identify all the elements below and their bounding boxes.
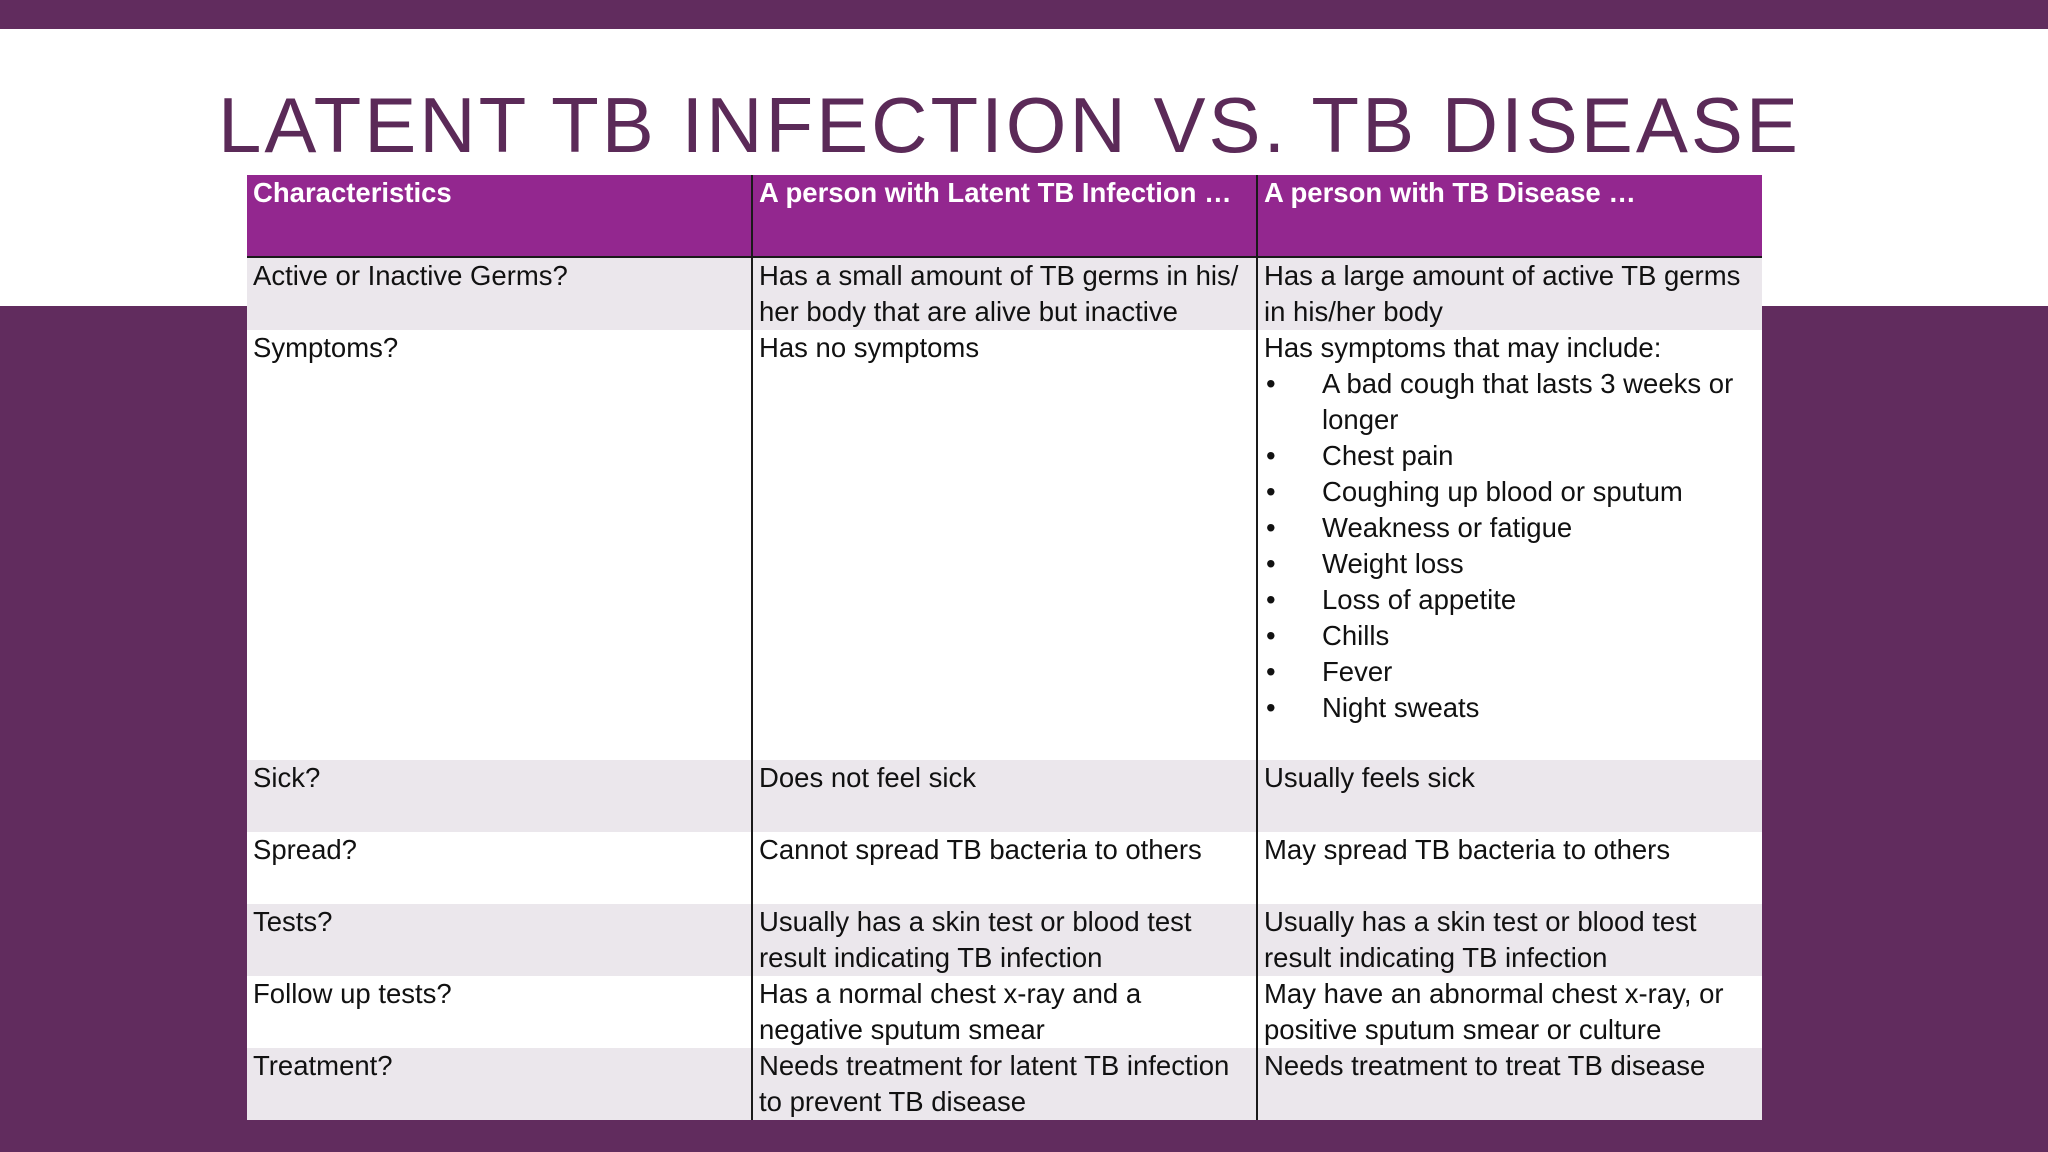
header-latent-infection: A person with Latent TB Infection … [751,175,1257,258]
table-row: Active or Inactive Germs? Has a small am… [247,257,1762,330]
bullet-icon: • [1266,584,1276,615]
symptom-text: Chills [1322,620,1390,651]
list-item: • Weakness or fatigue [1264,510,1756,546]
disease-cell: Needs treatment to treat TB disease [1256,1048,1762,1120]
symptom-text: Fever [1322,656,1393,687]
list-item: • Chest pain [1264,438,1756,474]
bullet-icon: • [1266,548,1276,579]
row-label: Follow up tests? [247,976,752,1048]
bullet-icon: • [1266,476,1276,507]
bullet-icon: • [1266,512,1276,543]
latent-cell: Has a small amount of TB germs in his/ h… [751,257,1257,330]
row-label: Active or Inactive Germs? [247,257,752,330]
bullet-icon: • [1266,620,1276,651]
latent-cell: Does not feel sick [751,760,1257,832]
slide-title: LATENT TB INFECTION VS. TB DISEASE [218,81,1801,169]
table-row: Sick? Does not feel sick Usually feels s… [247,760,1762,832]
latent-cell: Cannot spread TB bacteria to others [751,832,1257,904]
disease-cell: May have an abnormal chest x-ray, or pos… [1256,976,1762,1048]
table-row: Spread? Cannot spread TB bacteria to oth… [247,832,1762,904]
bullet-icon: • [1266,692,1276,723]
table-row: Follow up tests? Has a normal chest x-ra… [247,976,1762,1048]
latent-cell: Usually has a skin test or blood test re… [751,904,1257,976]
symptom-list: • A bad cough that lasts 3 weeks or longe… [1264,366,1756,726]
list-item: • Chills [1264,618,1756,654]
table-row: Symptoms? Has no symptoms Has symptoms t… [247,330,1762,760]
table-row: Treatment? Needs treatment for latent TB… [247,1048,1762,1120]
row-label: Symptoms? [247,330,752,760]
symptom-text: Loss of appetite [1322,584,1517,615]
table-row: Tests? Usually has a skin test or blood … [247,904,1762,976]
symptom-text: Night sweats [1322,692,1480,723]
latent-cell: Needs treatment for latent TB infection … [751,1048,1257,1120]
symptom-text: Weight loss [1322,548,1464,579]
disease-cell: Usually has a skin test or blood test re… [1256,904,1762,976]
symptom-text: Chest pain [1322,440,1454,471]
bullet-icon: • [1266,440,1276,471]
latent-cell: Has no symptoms [751,330,1257,760]
list-item: • Night sweats [1264,690,1756,726]
list-item: • Weight loss [1264,546,1756,582]
disease-cell: Has symptoms that may include: • A bad co… [1256,330,1762,760]
disease-cell: May spread TB bacteria to others [1256,832,1762,904]
row-label: Treatment? [247,1048,752,1120]
latent-cell: Has a normal chest x-ray and a negative … [751,976,1257,1048]
list-item: • Coughing up blood or sputum [1264,474,1756,510]
symptom-text: A bad cough that lasts 3 weeks or longer [1322,368,1734,435]
bullet-icon: • [1266,656,1276,687]
symptom-text: Weakness or fatigue [1322,512,1573,543]
row-label: Spread? [247,832,752,904]
disease-cell: Usually feels sick [1256,760,1762,832]
comparison-table: Characteristics A person with Latent TB … [247,175,1762,1120]
list-item: • A bad cough that lasts 3 weeks or longe… [1264,366,1756,438]
disease-cell: Has a large amount of active TB germs in… [1256,257,1762,330]
row-label: Sick? [247,760,752,832]
row-label: Tests? [247,904,752,976]
list-item: • Fever [1264,654,1756,690]
header-characteristics: Characteristics [247,175,752,258]
symptom-text: Coughing up blood or sputum [1322,476,1683,507]
bullet-icon: • [1266,368,1276,399]
list-item: • Loss of appetite [1264,582,1756,618]
symptoms-intro: Has symptoms that may include: [1264,332,1662,363]
top-accent-bar [0,0,2048,29]
table-header-row: Characteristics A person with Latent TB … [247,175,1762,258]
header-tb-disease: A person with TB Disease … [1256,175,1762,258]
